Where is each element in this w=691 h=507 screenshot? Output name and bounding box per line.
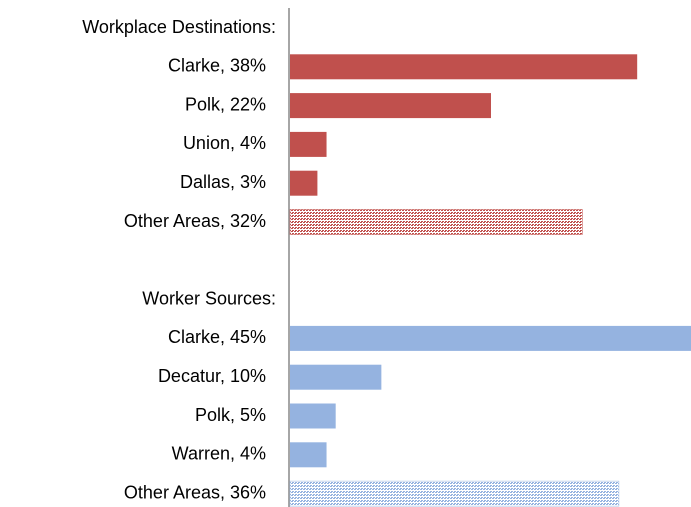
bar xyxy=(290,325,691,351)
y-tick-label: Polk, 22% xyxy=(185,94,266,114)
bar xyxy=(290,131,327,157)
bar xyxy=(289,480,620,507)
y-tick-label: Dallas, 3% xyxy=(180,172,266,192)
bar xyxy=(290,54,638,80)
bar xyxy=(290,364,382,390)
bar xyxy=(290,442,327,468)
y-tick-label: Decatur, 10% xyxy=(158,366,266,386)
bar xyxy=(289,209,583,235)
y-tick-label: Other Areas, 36% xyxy=(124,482,266,502)
bar xyxy=(290,170,318,196)
bar xyxy=(290,93,491,119)
y-tick-label: Polk, 5% xyxy=(195,405,266,425)
y-tick-label: Clarke, 45% xyxy=(168,327,266,347)
bar xyxy=(290,403,336,429)
group-label: Workplace Destinations: xyxy=(82,17,276,37)
y-tick-label: Warren, 4% xyxy=(172,444,266,464)
group-label: Worker Sources: xyxy=(142,288,276,308)
y-tick-label: Other Areas, 32% xyxy=(124,211,266,231)
y-tick-label: Clarke, 38% xyxy=(168,56,266,76)
y-tick-label: Union, 4% xyxy=(183,133,266,153)
